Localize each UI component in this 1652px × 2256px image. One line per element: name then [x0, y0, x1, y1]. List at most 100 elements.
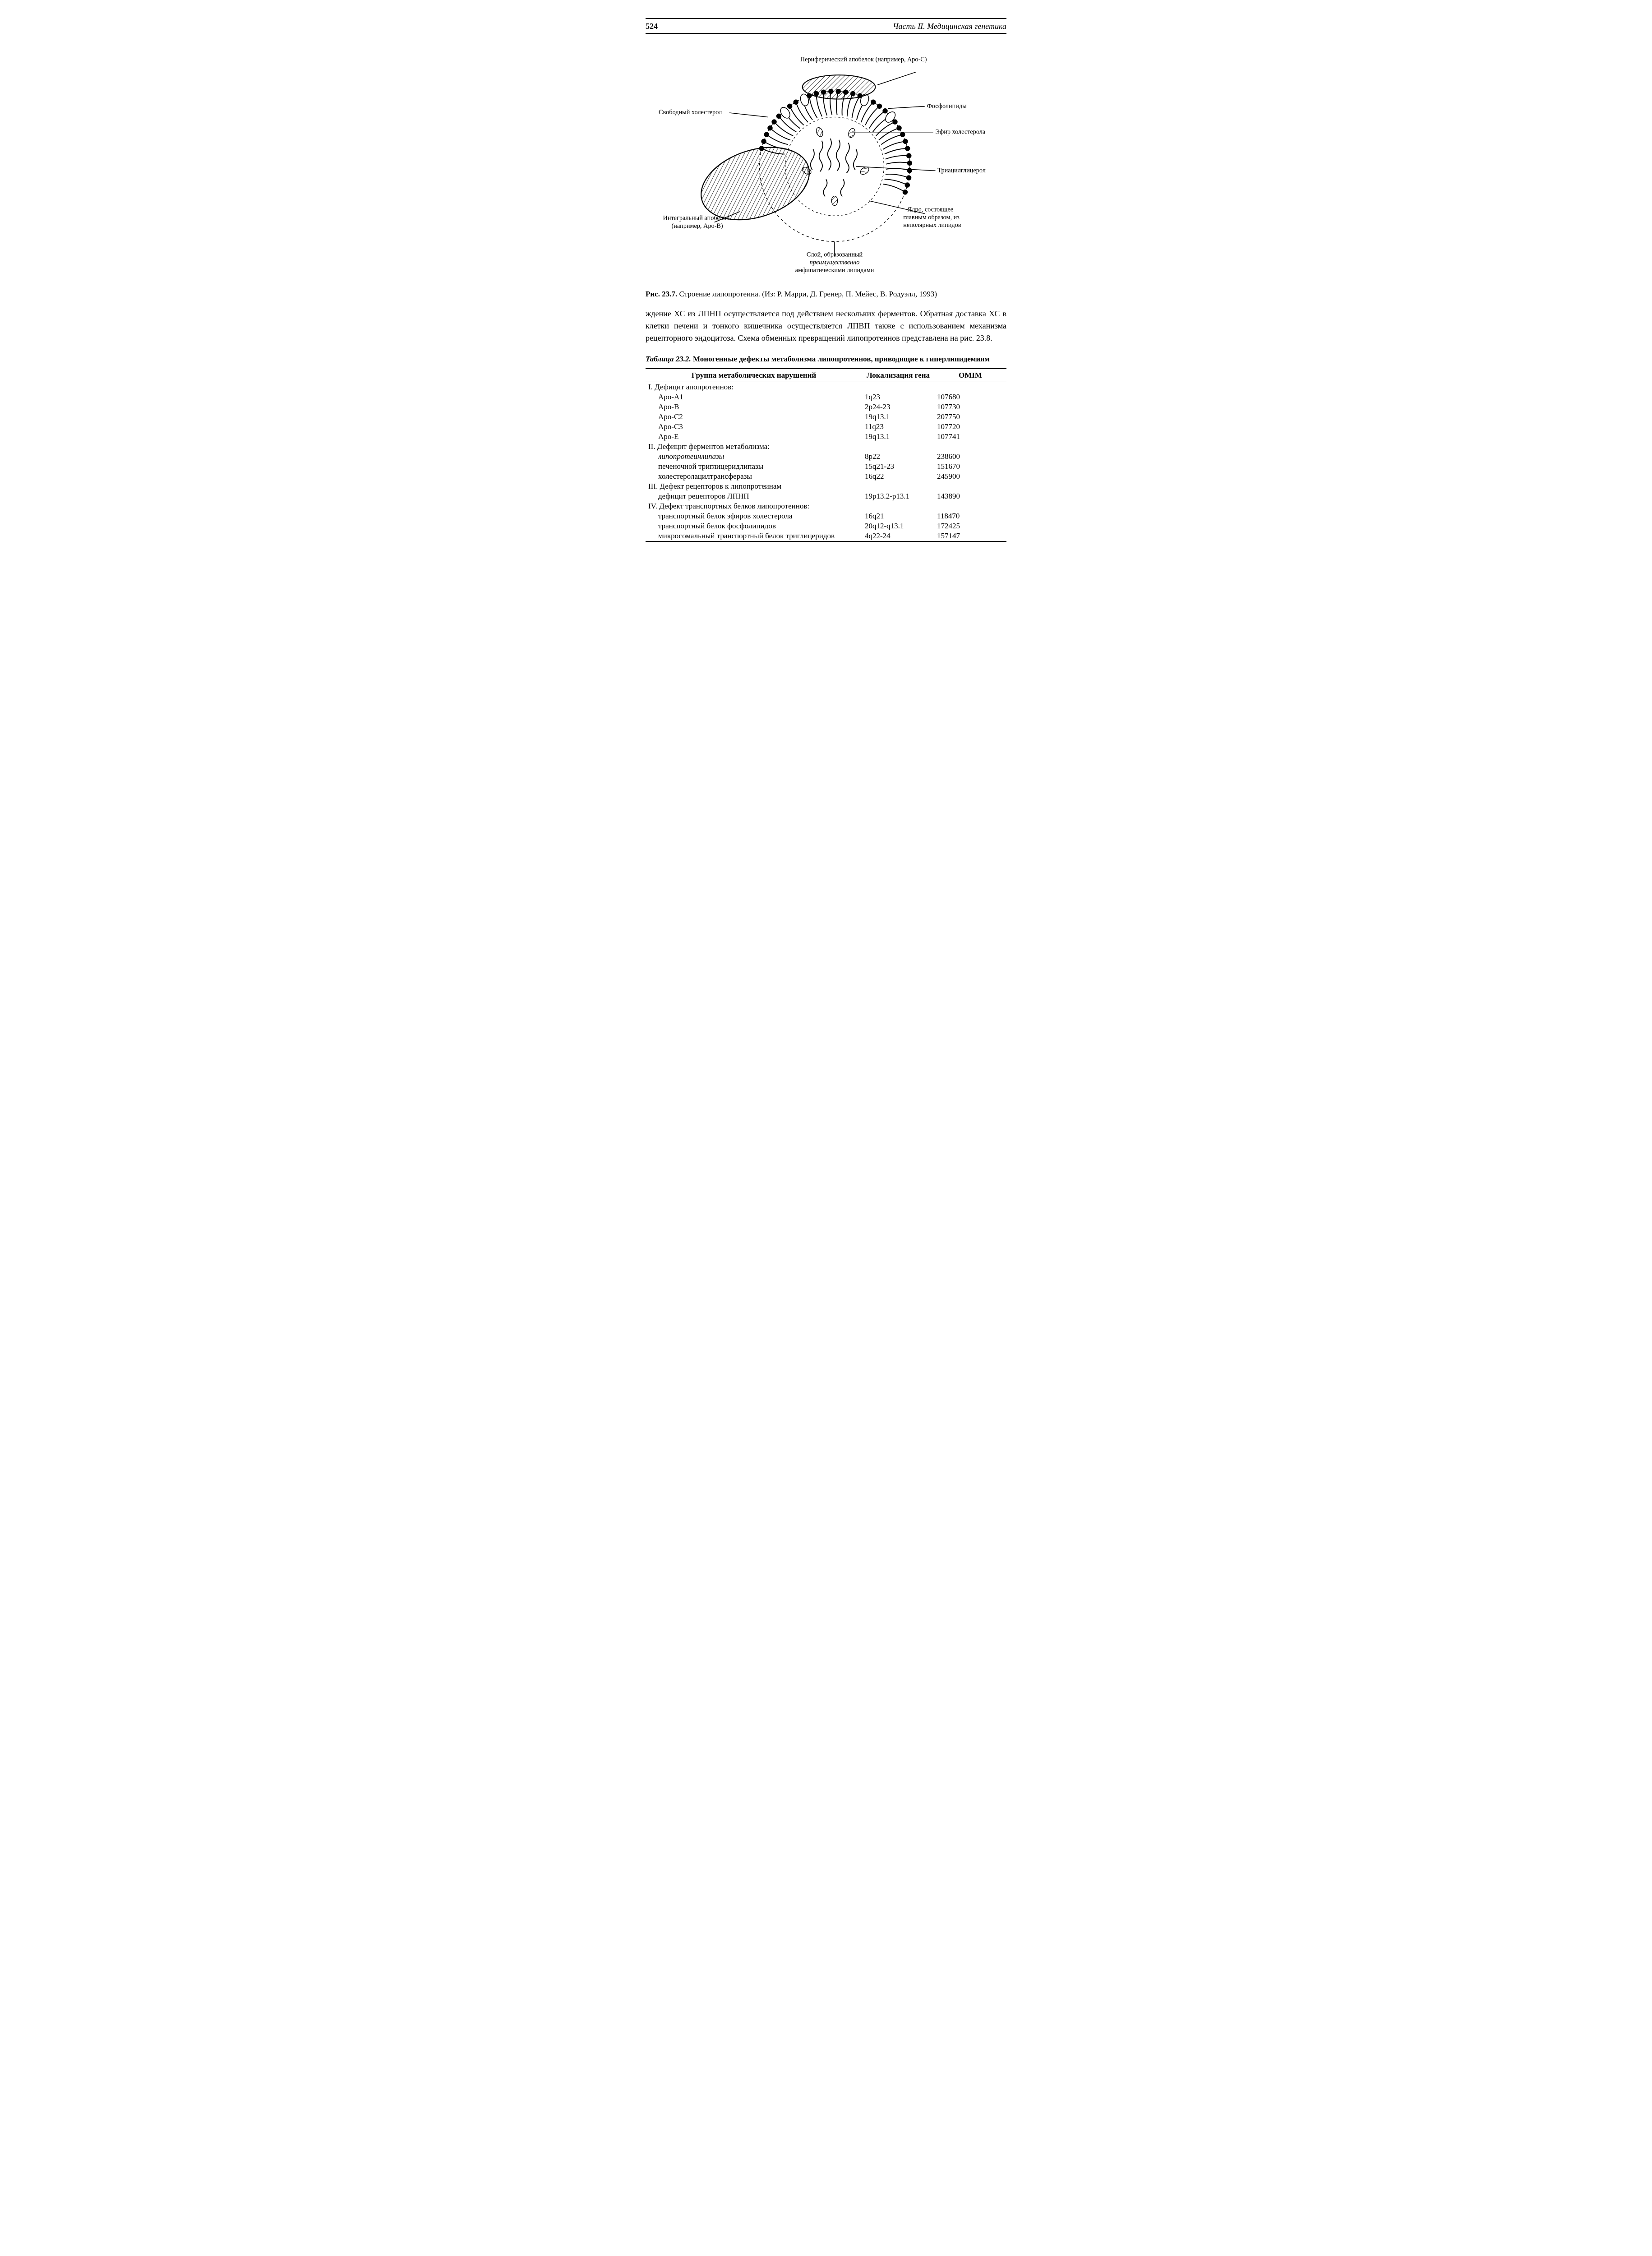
- cell-omim: 107730: [934, 402, 1006, 412]
- cell-group: дефицит рецепторов ЛПНП: [646, 491, 862, 501]
- th-0: Группа метаболических нарушений: [646, 369, 862, 382]
- cell-omim: 107741: [934, 432, 1006, 442]
- table-row: дефицит рецепторов ЛПНП19p13.2-p13.11438…: [646, 491, 1006, 501]
- cell-omim: [934, 481, 1006, 491]
- cell-omim: [934, 382, 1006, 392]
- table-caption-text: Моногенные дефекты метаболизма липопроте…: [693, 355, 990, 363]
- label-core-l1: Ядро, состоящее: [908, 206, 953, 213]
- body-paragraph: ждение ХС из ЛПНП осуществляется под дей…: [646, 308, 1006, 344]
- cell-locus: 11q23: [862, 422, 934, 432]
- table-row: Apo-E19q13.1107741: [646, 432, 1006, 442]
- cell-group: липопротеинлипазы: [646, 452, 862, 462]
- cell-omim: 107720: [934, 422, 1006, 432]
- table-row: транспортный белок фосфолипидов20q12-q13…: [646, 521, 1006, 531]
- table-row: транспортный белок эфиров холестерола16q…: [646, 511, 1006, 521]
- label-chol-ester: Эфир холестерола: [936, 129, 986, 136]
- label-phospholipids: Фосфолипиды: [927, 102, 967, 110]
- label-free-chol: Свободный холестерол: [659, 109, 722, 116]
- peripheral-apoprotein: [803, 75, 876, 99]
- label-triacylglycerol: Триацилглицерол: [937, 167, 986, 174]
- table-row: микросомальный транспортный белок тригли…: [646, 531, 1006, 541]
- cell-omim: [934, 442, 1006, 452]
- figure-lipoprotein: Периферический апобелок (например, Apo-C…: [646, 42, 1006, 285]
- cell-omim: 245900: [934, 472, 1006, 481]
- cell-locus: 19p13.2-p13.1: [862, 491, 934, 501]
- cell-locus: 16q21: [862, 511, 934, 521]
- table-row: Apo-A11q23107680: [646, 392, 1006, 402]
- table-row: IV. Дефект транспортных белков липопроте…: [646, 501, 1006, 511]
- cell-locus: 4q22-24: [862, 531, 934, 541]
- cell-omim: 157147: [934, 531, 1006, 541]
- cell-group: Apo-C3: [646, 422, 862, 432]
- cell-group: Apo-A1: [646, 392, 862, 402]
- cell-omim: 151670: [934, 462, 1006, 472]
- cell-omim: 238600: [934, 452, 1006, 462]
- figure-caption-label: Рис. 23.7.: [646, 290, 677, 298]
- table-row: Apo-C311q23107720: [646, 422, 1006, 432]
- cell-group: III. Дефект рецепторов к липопротеинам: [646, 481, 862, 491]
- table-caption-label: Таблица 23.2.: [646, 355, 691, 363]
- table-row: печеночной триглицеридлипазы15q21-231516…: [646, 462, 1006, 472]
- running-head-text: Часть II. Медицинская генетика: [893, 22, 1006, 31]
- cell-locus: [862, 382, 934, 392]
- label-shell-l3: амфипатическими липидами: [795, 267, 874, 274]
- table-row: III. Дефект рецепторов к липопротеинам: [646, 481, 1006, 491]
- cell-group: Apo-E: [646, 432, 862, 442]
- label-integral-l1: Интегральный апобелок: [663, 215, 729, 222]
- label-peripheral: Периферический апобелок (например, Apo-C…: [800, 56, 927, 63]
- core-triacylglycerol: [811, 139, 857, 196]
- cell-omim: [934, 501, 1006, 511]
- cell-omim: 118470: [934, 511, 1006, 521]
- defects-table: Группа метаболических нарушений Локализа…: [646, 368, 1006, 542]
- cell-omim: 107680: [934, 392, 1006, 402]
- label-core-l2: главным образом, из: [903, 214, 960, 221]
- cell-group: транспортный белок эфиров холестерола: [646, 511, 862, 521]
- running-head: 524 Часть II. Медицинская генетика: [646, 22, 1006, 34]
- label-core-l3: неполярных липидов: [903, 222, 961, 229]
- cell-group: транспортный белок фосфолипидов: [646, 521, 862, 531]
- label-shell-l1: Слой, образованный: [807, 251, 863, 259]
- th-2: OMIM: [934, 369, 1006, 382]
- table-row: Apo-B2p24-23107730: [646, 402, 1006, 412]
- cell-group: печеночной триглицеридлипазы: [646, 462, 862, 472]
- cell-locus: 2p24-23: [862, 402, 934, 412]
- label-integral-l2: (например, Apo-B): [672, 222, 723, 230]
- table-row: Apo-C219q13.1207750: [646, 412, 1006, 422]
- cell-group: II. Дефицит ферментов метаболизма:: [646, 442, 862, 452]
- cell-group: холестеролацилтрансферазы: [646, 472, 862, 481]
- page-number: 524: [646, 22, 658, 31]
- th-1: Локализация гена: [862, 369, 934, 382]
- page: 524 Часть II. Медицинская генетика: [623, 0, 1029, 569]
- cell-omim: 172425: [934, 521, 1006, 531]
- cell-locus: [862, 501, 934, 511]
- table-body: I. Дефицит апопротеинов:Apo-A11q23107680…: [646, 382, 1006, 541]
- table-header-row: Группа метаболических нарушений Локализа…: [646, 369, 1006, 382]
- table-row: II. Дефицит ферментов метаболизма:: [646, 442, 1006, 452]
- cell-locus: 16q22: [862, 472, 934, 481]
- cell-locus: 1q23: [862, 392, 934, 402]
- lipoprotein-diagram-svg: Периферический апобелок (например, Apo-C…: [650, 42, 1002, 282]
- cell-group: I. Дефицит апопротеинов:: [646, 382, 862, 392]
- cell-locus: 8p22: [862, 452, 934, 462]
- figure-caption-text: Строение липопротеина. (Из: Р. Марри, Д.…: [679, 290, 937, 298]
- table-row: липопротеинлипазы8p22238600: [646, 452, 1006, 462]
- core-cholesteryl-ester: [801, 127, 870, 206]
- cell-group: микросомальный транспортный белок тригли…: [646, 531, 862, 541]
- cell-group: IV. Дефект транспортных белков липопроте…: [646, 501, 862, 511]
- cell-locus: [862, 442, 934, 452]
- cell-omim: 207750: [934, 412, 1006, 422]
- cell-locus: 19q13.1: [862, 432, 934, 442]
- cell-locus: [862, 481, 934, 491]
- figure-caption: Рис. 23.7. Строение липопротеина. (Из: Р…: [646, 289, 1006, 300]
- cell-group: Apo-B: [646, 402, 862, 412]
- top-rule: [646, 18, 1006, 19]
- table-row: I. Дефицит апопротеинов:: [646, 382, 1006, 392]
- cell-locus: 15q21-23: [862, 462, 934, 472]
- cell-group: Apo-C2: [646, 412, 862, 422]
- cell-locus: 20q12-q13.1: [862, 521, 934, 531]
- table-row: холестеролацилтрансферазы16q22245900: [646, 472, 1006, 481]
- table-caption: Таблица 23.2. Моногенные дефекты метабол…: [646, 354, 1006, 365]
- label-shell-l2: преимущественно: [810, 259, 860, 266]
- cell-locus: 19q13.1: [862, 412, 934, 422]
- cell-omim: 143890: [934, 491, 1006, 501]
